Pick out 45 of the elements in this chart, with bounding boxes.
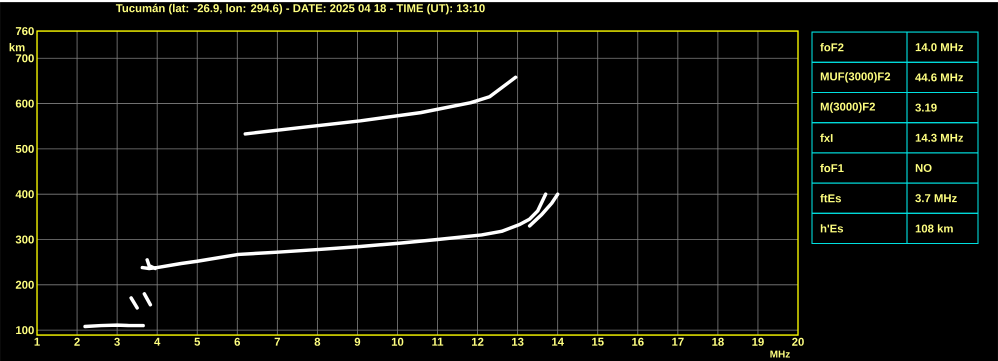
text: 3.7 MHz (915, 194, 957, 202)
category-label: h'Es (820, 224, 844, 232)
y-tick-label: 100 (16, 326, 34, 334)
y-tick-label: 760 (16, 26, 34, 35)
x-tick-label: 10 (392, 338, 404, 346)
x-tick-label: 17 (672, 338, 684, 346)
category-label: M(3000)F2 (820, 102, 876, 113)
y-axis-title: km (10, 42, 24, 52)
x-tick-label: 20 (792, 338, 804, 346)
x-tick-label: 7 (274, 338, 280, 346)
text: NO (916, 164, 932, 172)
y-tick-label: 300 (16, 235, 34, 244)
category-label: ftEs (820, 194, 841, 202)
x-tick-label: 14 (552, 338, 564, 346)
x-tick-label: 13 (512, 338, 524, 346)
y-tick-label: 400 (16, 190, 34, 198)
x-tick-label: 9 (354, 338, 360, 346)
x-axis-title: MHz (770, 350, 790, 358)
x-tick-label: 6 (234, 338, 240, 346)
category-label: foF2 (820, 42, 844, 52)
x-tick-label: 15 (592, 338, 604, 346)
x-tick-label: 11 (432, 338, 444, 346)
x-tick-label: 16 (632, 338, 644, 346)
x-tick-label: 18 (712, 338, 724, 346)
text: 44.6 MHz (915, 73, 964, 82)
x-tick-label: 5 (194, 338, 200, 346)
x-tick-label: 12 (472, 338, 484, 346)
y-tick-label: 700 (16, 54, 34, 62)
text: 3.19 (915, 103, 937, 112)
text: 108 km (916, 224, 953, 232)
text: 14.3 MHz (916, 134, 964, 142)
x-tick-label: 8 (314, 338, 320, 346)
y-tick-label: 500 (16, 144, 34, 153)
category-label: fxI (820, 134, 833, 142)
x-tick-label: 4 (154, 338, 160, 346)
text: 14.0 MHz (916, 43, 964, 52)
x-tick-label: 1 (34, 338, 40, 346)
category-label: foF1 (820, 164, 844, 172)
chart-title: Tucumán (lat: -26.9, lon: 294.6) - DATE: 2025 04 18 - TIME (UT): 13:10 (116, 4, 485, 14)
x-tick-label: 3 (114, 338, 120, 346)
category-label: MUF(3000)F2 (820, 72, 890, 83)
x-tick-label: 2 (74, 338, 80, 346)
y-tick-label: 200 (16, 280, 34, 289)
y-tick-label: 600 (16, 99, 34, 108)
x-tick-label: 19 (752, 338, 764, 346)
